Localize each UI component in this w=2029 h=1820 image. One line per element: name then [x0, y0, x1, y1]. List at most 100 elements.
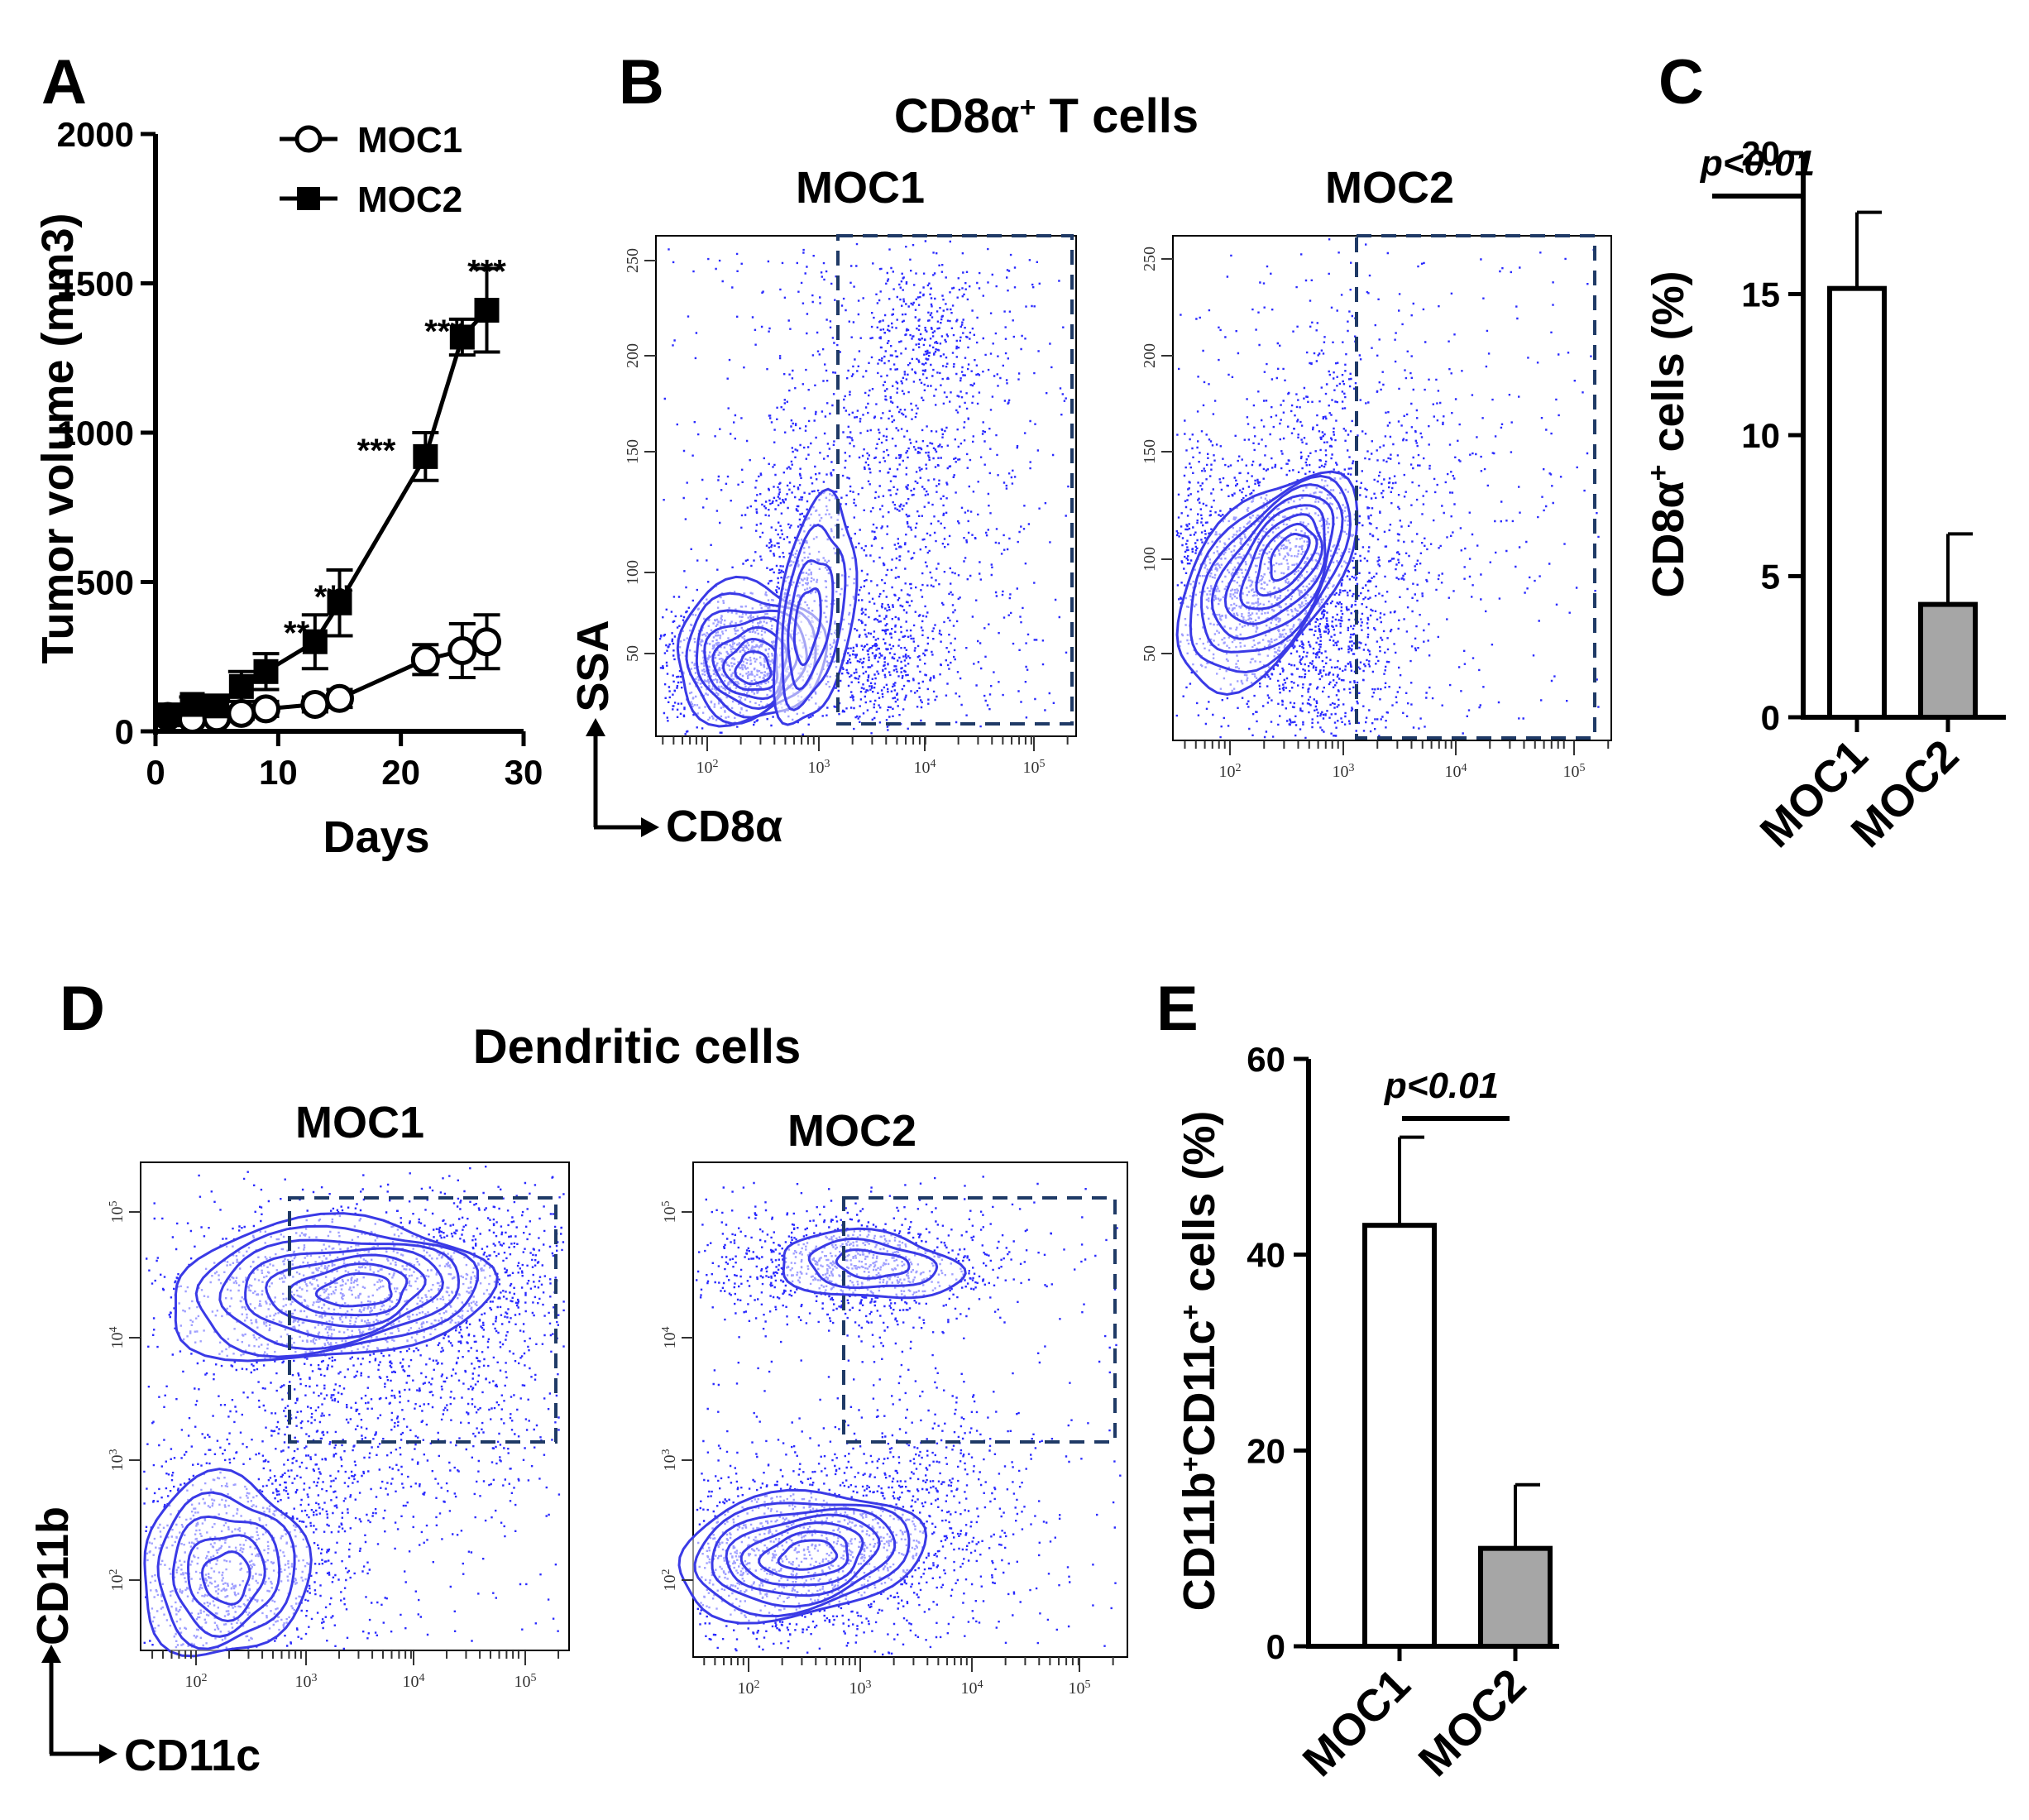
- x-tick-label: 105: [1563, 762, 1586, 782]
- x-axis-label-cd11c: CD11c: [124, 1731, 261, 1780]
- panel-label-a: A: [41, 47, 87, 117]
- x-tick-label: 103: [808, 758, 830, 778]
- contour-line: [781, 523, 847, 711]
- gate-moc2: [842, 1196, 1117, 1444]
- contour-line: [734, 650, 773, 686]
- y-tick-label: 20: [1741, 134, 1780, 173]
- legend: MOC1 MOC2: [280, 120, 462, 220]
- contour-lines-moc2: [1175, 470, 1359, 697]
- data-point: [251, 694, 280, 724]
- panel-b-flow-cd8: CD8α+ T cells MOC1 MOC2 102 103 104 105 50 10…: [568, 89, 1612, 851]
- x-tick-label-moc2: MOC2: [1409, 1660, 1536, 1786]
- bar-moc2: [1478, 1545, 1553, 1649]
- contour-lines-moc1: [676, 487, 859, 728]
- contour-line: [725, 1513, 881, 1597]
- flow-frame-moc1: [140, 1161, 570, 1651]
- x-tick-label: 103: [295, 1672, 318, 1692]
- contour-line: [739, 1521, 864, 1587]
- significance-stars: **: [284, 615, 310, 651]
- data-point: [327, 590, 352, 615]
- x-axis-label-cd8a: CD8α: [666, 802, 782, 851]
- bar-moc1: [1362, 1223, 1437, 1649]
- y-tick-label: 5: [1761, 558, 1780, 596]
- contour-line: [1175, 470, 1359, 697]
- y-tick-label: 105: [108, 1201, 127, 1224]
- y-tick-label: 0: [115, 712, 134, 751]
- data-point: [474, 297, 500, 323]
- data-point: [472, 627, 501, 657]
- y-tick-label: 104: [660, 1327, 680, 1349]
- contour-line: [194, 1224, 480, 1358]
- x-tick-label: 102: [696, 758, 719, 778]
- x-tick-label: 102: [738, 1679, 760, 1698]
- contour-line: [772, 487, 859, 726]
- contour-line: [787, 559, 835, 691]
- axis-ticks-moc1: 102 103 104 105 102 103 104 105: [108, 1201, 560, 1692]
- bar-moc2: [1918, 601, 1978, 720]
- x-tick-label: 104: [1445, 762, 1467, 782]
- significance-stars: ***: [314, 579, 353, 615]
- x-tick-label: 0: [146, 753, 165, 792]
- legend-marker-moc1: [294, 125, 323, 153]
- panel-label-d: D: [60, 974, 105, 1044]
- event-dots: [1175, 238, 1600, 740]
- data-point: [413, 443, 438, 469]
- significance-stars: ***: [357, 433, 396, 469]
- y-tick-label: 15: [1741, 275, 1780, 314]
- y-tick-label: 0: [1761, 698, 1780, 737]
- axis-ticks-moc1: 102 103 104 105 50 100 150 200 250: [624, 248, 1069, 778]
- y-axis-label-ssa: SSA: [568, 620, 618, 711]
- contour-line: [782, 1227, 967, 1300]
- contour-line: [200, 1550, 251, 1606]
- x-axis-label: Days: [323, 812, 429, 862]
- x-tick-label: 105: [514, 1672, 537, 1692]
- gate-moc2: [1355, 234, 1596, 740]
- contour-line: [1189, 474, 1352, 674]
- panel-b-title: CD8α+ T cells: [894, 89, 1199, 143]
- series-line: [166, 309, 489, 717]
- contour-line: [693, 1502, 911, 1618]
- plot-label-moc2: MOC2: [1325, 163, 1454, 213]
- y-tick-label: 250: [624, 248, 642, 273]
- y-axis-label: CD11b+CD11c+ cells (%): [1175, 1111, 1224, 1612]
- plot-label-moc1: MOC1: [796, 163, 925, 213]
- x-tick-label: 103: [849, 1679, 872, 1698]
- y-tick-label: 40: [1247, 1236, 1285, 1275]
- x-tick-label: 20: [381, 753, 420, 792]
- x-tick-label: 105: [1069, 1679, 1091, 1698]
- significance-stars: ***: [467, 254, 506, 290]
- x-tick-label: 105: [1023, 758, 1046, 778]
- bar-moc1: [1827, 285, 1887, 720]
- legend-marker-moc2: [297, 187, 320, 210]
- contour-line: [1239, 513, 1324, 611]
- data-point: [302, 629, 328, 654]
- data-point: [410, 644, 440, 674]
- significance-stars: ***: [424, 314, 463, 350]
- y-axis-label: CD8α+ cells (%): [1643, 271, 1693, 597]
- data-point: [325, 683, 354, 713]
- legend-label-moc2: MOC2: [357, 180, 462, 220]
- y-tick-label: 103: [108, 1449, 127, 1472]
- x-tick-label: 102: [185, 1672, 208, 1692]
- y-axis-label: Tumor volume (mm3): [33, 213, 83, 663]
- y-tick-label: 150: [624, 439, 642, 464]
- gate-moc1: [288, 1196, 557, 1444]
- panel-d-flow-dendritic: Dendritic cells MOC1 MOC2 102 103 104 10510…: [28, 1020, 1128, 1780]
- contour-line: [1200, 483, 1344, 654]
- contour-line: [792, 587, 822, 667]
- panel-d-title: Dendritic cells: [473, 1020, 801, 1074]
- p-value-label: p<0.01: [1384, 1066, 1499, 1106]
- x-tick-label: 30: [505, 753, 543, 792]
- x-tick-label: 104: [403, 1672, 425, 1692]
- x-tick-label: 104: [914, 758, 936, 778]
- contour-line: [711, 1507, 897, 1608]
- data-point: [300, 690, 330, 720]
- y-tick-label: 50: [624, 645, 642, 662]
- data-point: [204, 693, 230, 719]
- contour-line: [244, 1247, 445, 1340]
- y-tick-label: 10: [1741, 416, 1780, 455]
- contour-line: [218, 1238, 461, 1351]
- series-moc1: [153, 613, 501, 735]
